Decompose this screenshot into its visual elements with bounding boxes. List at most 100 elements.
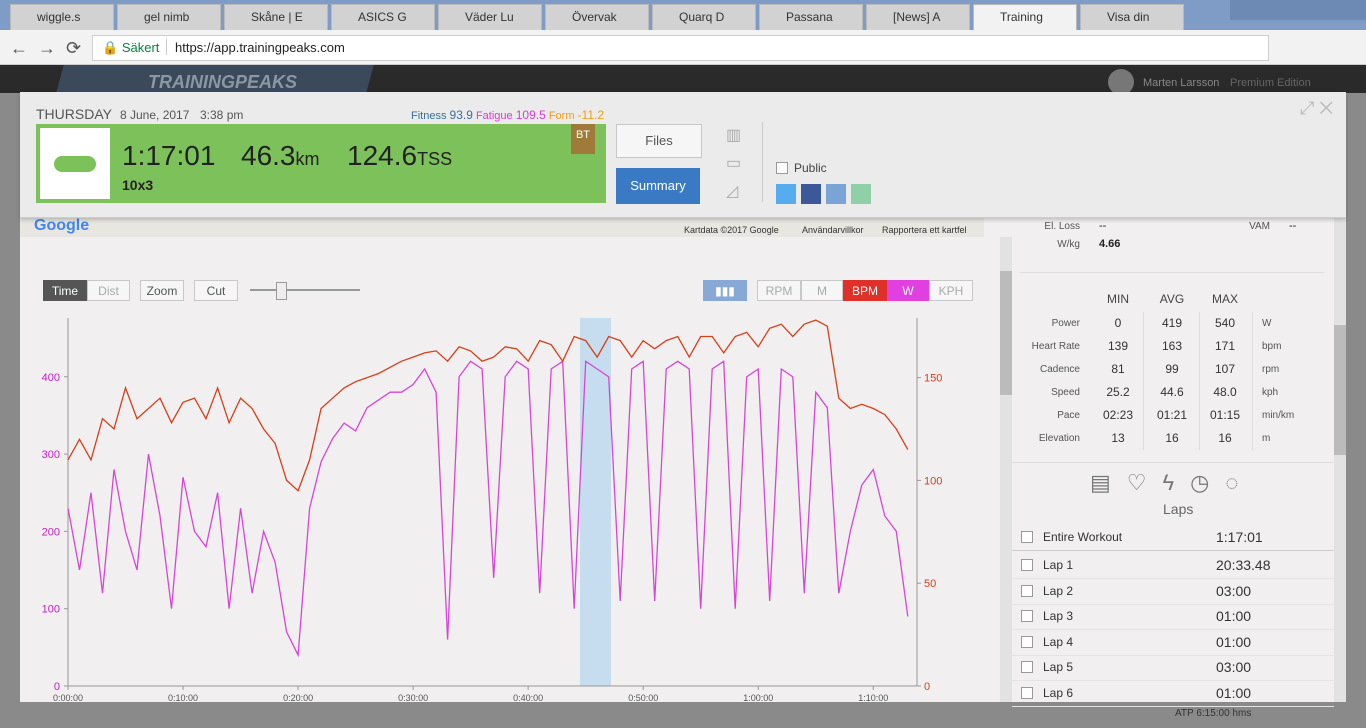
rpm-button[interactable]: RPM [757,280,801,301]
y-tick-label: 200 [42,526,60,538]
lap-time: 03:00 [1216,583,1252,599]
divider [1012,462,1334,463]
map-report[interactable]: Rapportera ett kartfel [882,225,967,235]
avatar[interactable] [1108,69,1134,95]
time-button[interactable]: Time [43,280,87,301]
scroll-thumb[interactable] [1334,325,1346,455]
facebook-share[interactable] [801,184,821,204]
tss-value: 124.6 [347,140,418,171]
stat-avg: 16 [1165,431,1179,445]
user-name[interactable]: Marten Larsson [1143,77,1220,89]
m-button[interactable]: M [801,280,843,301]
lap-checkbox[interactable] [1021,636,1033,648]
table-rule [1143,312,1144,450]
y-tick-label: 100 [42,604,60,616]
link-share[interactable] [826,184,846,204]
lap-time: 01:00 [1216,685,1252,701]
lap-checkbox[interactable] [1021,610,1033,622]
table-rule [1199,312,1200,450]
view-icons[interactable]: ▥ ▭ ◿ [726,127,742,200]
stat-row-label: Speed [1051,387,1080,398]
email-share[interactable] [851,184,871,204]
stat-avg: 419 [1161,316,1183,330]
twitter-share[interactable] [776,184,796,204]
stat-min: 0 [1114,316,1122,330]
dist-button[interactable]: Dist [87,280,130,301]
w-button[interactable]: W [887,280,929,301]
browser-tab[interactable]: gel nimb [117,4,221,30]
browser-tab[interactable]: Visa din [1080,4,1184,30]
panel-tabs[interactable]: ▤♡ϟ◷◌ [1090,470,1255,495]
files-button[interactable]: Files [616,124,702,158]
table-rule [1252,312,1253,450]
lap-name[interactable]: Lap 3 [1043,609,1074,623]
x-tick-label: 0:00:00 [53,693,83,702]
browser-tab[interactable]: Passana [759,4,863,30]
nav-buttons[interactable]: ← → ⟳ [10,38,82,58]
modal-controls[interactable]: ⤢ ✕ [1300,98,1334,118]
divider [166,39,167,55]
lap-checkbox[interactable] [1021,531,1033,543]
stat-label: W/kg [1057,239,1080,250]
lap-name[interactable]: Lap 2 [1043,584,1074,598]
lap-rule [1012,604,1334,605]
stats-column: MIN [1107,292,1129,306]
browser-tab[interactable]: [News] A [866,4,970,30]
browser-tab[interactable]: Väder Lu [438,4,542,30]
lap-name[interactable]: Lap 5 [1043,660,1074,674]
browser-tab[interactable]: Quarq D [652,4,756,30]
y2-tick-label: 0 [924,681,930,693]
x-tick-label: 0:10:00 [168,693,198,702]
browser-tab[interactable]: Training [973,4,1077,30]
stat-unit: rpm [1262,364,1280,375]
scroll-thumb[interactable] [1000,271,1012,395]
lap-time: 03:00 [1216,659,1252,675]
stat-label: El. Loss [1044,221,1080,232]
scrollbar[interactable] [1334,217,1346,702]
window-controls[interactable] [1230,0,1366,20]
lap-checkbox[interactable] [1021,661,1033,673]
scrollbar[interactable] [1000,237,1012,702]
lap-checkbox[interactable] [1021,687,1033,699]
zoom-slider[interactable] [250,289,360,291]
workout-title[interactable]: 10x3 [122,177,154,193]
slider-handle[interactable] [276,282,287,300]
atp: ATP 6:15:00 hms [1175,708,1251,719]
map-terms[interactable]: Användarvillkor [802,225,864,235]
secure-text: Säkert [121,40,160,55]
fitness-label: Fitness [411,110,447,122]
browser-tab[interactable]: Övervak [545,4,649,30]
browser-tab[interactable]: wiggle.s [10,4,114,30]
stat-min: 25.2 [1106,385,1130,399]
fatigue: 109.5 [515,108,546,122]
summary-button[interactable]: Summary [616,168,700,204]
lap-name[interactable]: Lap 1 [1043,558,1074,572]
x-tick-label: 0:20:00 [283,693,313,702]
stat-row-label: Elevation [1038,433,1080,444]
browser-tab[interactable]: Skåne | E [224,4,328,30]
stat-avg: 99 [1165,362,1179,376]
lap-name[interactable]: Entire Workout [1043,530,1123,544]
cut-button[interactable]: Cut [194,280,238,301]
bpm-button[interactable]: BPM [843,280,887,301]
browser-tab[interactable]: ASICS G [331,4,435,30]
lap-name[interactable]: Lap 6 [1043,686,1074,700]
stats-column: MAX [1211,292,1238,306]
kph-button[interactable]: KPH [929,280,973,301]
lap-name[interactable]: Lap 4 [1043,635,1074,649]
lap-checkbox[interactable] [1021,559,1033,571]
stat-min: 02:23 [1102,408,1134,422]
fatigue-label: Fatigue [475,110,513,122]
stat-min: 13 [1111,431,1125,445]
lap-checkbox[interactable] [1021,585,1033,597]
stat-max: 107 [1214,362,1236,376]
public-checkbox[interactable] [776,162,788,174]
chart-type-button[interactable]: ▮▮▮ [703,280,747,301]
address-bar[interactable] [92,35,1269,61]
lap-rule [1012,629,1334,630]
zoom-button[interactable]: Zoom [140,280,184,301]
day: THURSDAY [36,106,112,122]
x-tick-label: 0:50:00 [628,693,658,702]
lap-time: 20:33.48 [1216,557,1271,573]
